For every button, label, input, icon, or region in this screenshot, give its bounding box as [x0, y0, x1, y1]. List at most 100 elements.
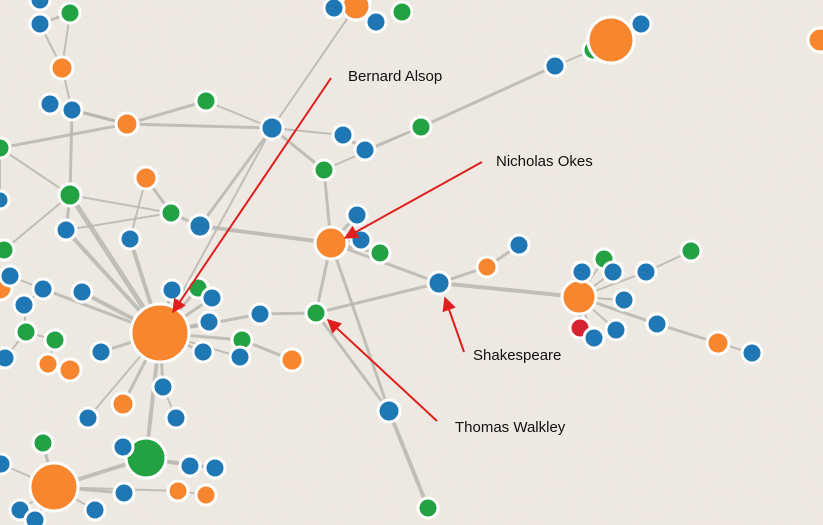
network-node — [368, 241, 392, 265]
network-edge — [271, 5, 357, 129]
network-node — [612, 288, 636, 312]
network-node — [426, 270, 452, 296]
network-node — [28, 461, 80, 513]
network-edge — [0, 147, 71, 196]
network-node — [604, 318, 628, 342]
network-node — [353, 138, 377, 162]
network-edge — [69, 194, 172, 214]
network-edge — [65, 212, 172, 231]
network-edge — [125, 99, 208, 126]
network-node — [345, 203, 369, 227]
network-node — [331, 123, 355, 147]
network-node — [160, 278, 184, 302]
network-node — [60, 98, 84, 122]
arrow-thomas-walkley — [326, 319, 438, 422]
network-node — [586, 15, 636, 65]
network-node — [376, 398, 402, 424]
network-node — [164, 406, 188, 430]
network-edge — [0, 122, 129, 150]
network-node — [806, 26, 823, 54]
network-edge — [314, 281, 441, 315]
network-node — [409, 115, 433, 139]
network-edge — [198, 126, 274, 228]
network-node — [118, 227, 142, 251]
network-node — [57, 182, 83, 208]
network-node — [36, 352, 60, 376]
network-node — [629, 12, 653, 36]
network-node — [111, 435, 135, 459]
network-node — [197, 310, 221, 334]
network-edge — [125, 122, 274, 130]
network-node — [312, 158, 336, 182]
network-node — [279, 347, 305, 373]
network-edge — [3, 194, 71, 251]
network-node — [166, 479, 190, 503]
label-thomas-walkley: Thomas Walkley — [455, 419, 566, 436]
network-node — [31, 431, 55, 455]
network-node — [23, 508, 47, 525]
network-node — [0, 264, 22, 288]
network-node — [151, 375, 175, 399]
network-edge — [68, 108, 74, 197]
network-node — [191, 340, 215, 364]
network-node — [58, 1, 82, 25]
network-node — [43, 328, 67, 352]
label-nicholas-okes: Nicholas Okes — [496, 153, 593, 170]
network-node — [12, 293, 36, 317]
network-edge — [419, 64, 557, 129]
network-node — [129, 302, 191, 364]
network-node — [76, 406, 100, 430]
network-node — [601, 260, 625, 284]
network-node — [259, 115, 285, 141]
network-node — [28, 0, 52, 12]
network-node — [543, 54, 567, 78]
network-node — [570, 260, 594, 284]
network-node — [54, 218, 78, 242]
network-edge — [198, 224, 333, 245]
network-node — [89, 340, 113, 364]
network-node — [110, 391, 136, 417]
network-node — [49, 55, 75, 81]
network-node — [0, 452, 13, 476]
network-node — [133, 165, 159, 191]
network-node — [0, 136, 12, 160]
network-node — [364, 10, 388, 34]
arrow-shakespeare — [442, 296, 465, 353]
network-node — [645, 312, 669, 336]
network-node — [178, 454, 202, 478]
network-node — [187, 213, 213, 239]
arrow-nicholas-okes — [343, 161, 483, 239]
network-node — [560, 278, 598, 316]
network-node — [740, 341, 764, 365]
network-node — [0, 238, 16, 262]
network-node — [38, 92, 62, 116]
callout-layer: Bernard Alsop Nicholas Okes Shakespeare … — [172, 68, 593, 436]
network-node — [200, 286, 224, 310]
network-node — [390, 0, 414, 24]
network-node — [70, 280, 94, 304]
network-node — [679, 239, 703, 263]
label-shakespeare: Shakespeare — [473, 347, 561, 364]
network-node — [83, 498, 107, 522]
network-node — [159, 201, 183, 225]
network-node — [194, 483, 218, 507]
label-bernard-alsop: Bernard Alsop — [348, 68, 442, 85]
network-node — [112, 481, 136, 505]
network-node — [475, 255, 499, 279]
network-node — [322, 0, 346, 20]
network-node — [203, 456, 227, 480]
network-node — [57, 357, 83, 383]
network-node — [0, 189, 11, 211]
network-node — [248, 302, 272, 326]
network-node — [416, 496, 440, 520]
network-node — [634, 260, 658, 284]
network-node — [14, 320, 38, 344]
network-node — [705, 330, 731, 356]
network-edge — [437, 281, 581, 299]
network-node — [0, 346, 17, 370]
network-node — [31, 277, 55, 301]
network-edge — [329, 241, 391, 413]
network-node — [114, 111, 140, 137]
